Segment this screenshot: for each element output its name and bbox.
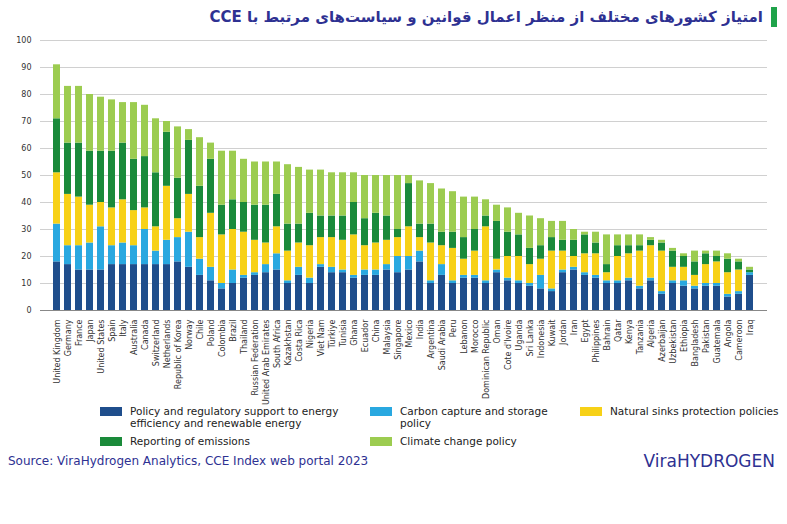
svg-text:Uganda: Uganda [515, 319, 524, 350]
svg-text:Kuwait: Kuwait [548, 320, 557, 347]
svg-text:Jordan: Jordan [559, 320, 568, 346]
svg-text:Azerbaijan: Azerbaijan [658, 320, 667, 362]
svg-text:Cote d'Ivoire: Cote d'Ivoire [504, 319, 513, 370]
svg-text:Norway: Norway [185, 319, 194, 350]
html-text:امتیاز کشورهای مختلف از منظر ا: امتیاز کشورهای مختلف از منظر اعمال قوانی… [209, 8, 763, 26]
svg-text:France: France [75, 319, 84, 346]
svg-text:Angola: Angola [724, 319, 733, 347]
svg-text:Canada: Canada [141, 319, 150, 350]
svg-text:20: 20 [21, 252, 31, 261]
svg-text:80: 80 [21, 90, 31, 99]
svg-text:Algeria: Algeria [647, 319, 656, 347]
svg-text:Italy: Italy [119, 319, 128, 337]
svg-text:United Kingdom: United Kingdom [53, 319, 62, 383]
svg-text:Argentina: Argentina [427, 319, 436, 358]
svg-text:Japan: Japan [86, 320, 95, 343]
html-text:Natural sinks protection polic: Natural sinks protection policies [610, 405, 779, 417]
svg-text:30: 30 [21, 225, 31, 234]
svg-text:United States: United States [97, 320, 106, 374]
svg-text:Guatemala: Guatemala [713, 319, 722, 363]
svg-text:China: China [372, 319, 381, 342]
svg-text:Saudi Arabia: Saudi Arabia [438, 319, 447, 370]
html-text:Source: ViraHydrogen Analytics: Source: ViraHydrogen Analytics, CCE Inde… [8, 454, 369, 468]
svg-text:Pakistan: Pakistan [702, 320, 711, 354]
svg-text:Chile: Chile [196, 319, 205, 339]
svg-text:Thailand: Thailand [240, 320, 249, 355]
svg-text:Morocco: Morocco [471, 319, 480, 353]
svg-text:100: 100 [16, 36, 31, 45]
svg-text:Sri Lanka: Sri Lanka [526, 319, 535, 356]
svg-text:0: 0 [26, 306, 31, 315]
svg-text:Oman: Oman [493, 320, 502, 344]
svg-text:Mexico: Mexico [405, 319, 414, 347]
svg-text:India: India [416, 319, 425, 339]
svg-text:Bangladesh: Bangladesh [691, 320, 700, 367]
svg-text:Tunisia: Tunisia [339, 319, 348, 347]
svg-text:90: 90 [21, 63, 31, 72]
svg-text:Qatar: Qatar [614, 319, 623, 342]
svg-text:Ethiopia: Ethiopia [680, 319, 689, 352]
svg-text:60: 60 [21, 144, 31, 153]
svg-text:Dominican Republic: Dominican Republic [482, 320, 491, 399]
svg-text:40: 40 [21, 198, 31, 207]
svg-text:Viet Nam: Viet Nam [317, 319, 326, 356]
svg-text:Philippines: Philippines [592, 320, 601, 363]
svg-text:Costa Rica: Costa Rica [295, 319, 304, 361]
svg-text:50: 50 [21, 171, 31, 180]
svg-text:Australia: Australia [130, 319, 139, 354]
svg-text:10: 10 [21, 279, 31, 288]
svg-text:Colombia: Colombia [218, 319, 227, 357]
svg-text:Peru: Peru [449, 320, 458, 338]
svg-text:Switzerland: Switzerland [152, 320, 161, 367]
html-text:Reporting of emissions: Reporting of emissions [130, 435, 250, 447]
svg-text:Russian Federation: Russian Federation [251, 320, 260, 396]
svg-text:Singapore: Singapore [394, 319, 403, 359]
svg-text:Egypt: Egypt [581, 320, 590, 343]
svg-text:Türkiye: Türkiye [328, 319, 337, 349]
svg-text:Brazil: Brazil [229, 320, 238, 342]
svg-text:South Africa: South Africa [273, 319, 282, 368]
svg-text:Lebanon: Lebanon [460, 320, 469, 354]
svg-text:Malaysia: Malaysia [383, 319, 392, 354]
svg-text:Spain: Spain [108, 320, 117, 342]
html-text:Carbon capture and storage pol: Carbon capture and storage policy [400, 405, 548, 429]
svg-text:Iran: Iran [570, 320, 579, 336]
svg-text:Ghana: Ghana [350, 319, 359, 345]
svg-text:Uzbekistan: Uzbekistan [669, 320, 678, 364]
svg-text:Republic of Korea: Republic of Korea [174, 319, 183, 389]
svg-text:Ecuador: Ecuador [361, 319, 370, 352]
svg-text:Kenya: Kenya [625, 319, 634, 344]
svg-text:Germany: Germany [64, 319, 73, 356]
html-text:Climate change policy: Climate change policy [400, 435, 517, 447]
html-text:ViraHYDROGEN: ViraHYDROGEN [643, 451, 775, 471]
svg-text:Tanzania: Tanzania [636, 319, 645, 355]
html-text:Policy and regulatory support: Policy and regulatory support to energy … [130, 405, 339, 429]
svg-text:Poland: Poland [207, 320, 216, 347]
svg-text:Indonesia: Indonesia [537, 319, 546, 358]
svg-text:Bahrain: Bahrain [603, 320, 612, 351]
svg-text:Cameroon: Cameroon [735, 320, 744, 361]
svg-text:70: 70 [21, 117, 31, 126]
svg-text:United Arab Emirates: United Arab Emirates [262, 320, 271, 406]
svg-text:Iraq: Iraq [746, 320, 755, 336]
svg-text:Kazakhstan: Kazakhstan [284, 320, 293, 366]
svg-text:Nigeria: Nigeria [306, 319, 315, 348]
svg-text:Netherlands: Netherlands [163, 320, 172, 369]
